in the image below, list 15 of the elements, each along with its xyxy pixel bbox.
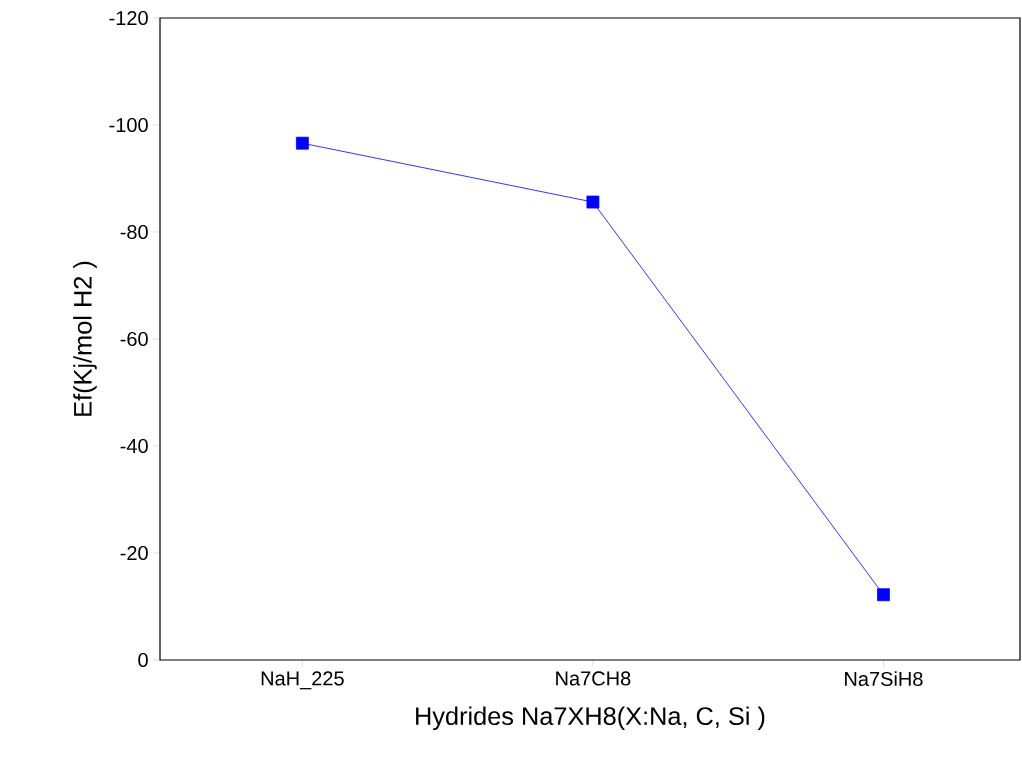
point [295,136,309,150]
y-tick-label: -60 [120,331,148,347]
y-tick-label: -100 [109,117,148,133]
point [586,195,600,209]
y-tick-label: -80 [120,224,148,240]
x-tick-label: Na7CH8 [556,671,631,686]
x-axis-title: Hydrides Na7XH8(X:Na, C, Si ) [416,706,765,731]
point [877,588,890,602]
y-tick-label: -40 [120,438,148,454]
y-tick-label: -20 [120,545,148,561]
x-tick-label: NaH_225 [261,671,344,690]
y-tick-label: -120 [109,10,148,26]
y-axis-title: Ef(Kj/mol H2 ) [73,261,97,416]
y-tick-label: 0 [138,652,148,668]
x-tick-label: Na7SiH8 [845,671,923,687]
